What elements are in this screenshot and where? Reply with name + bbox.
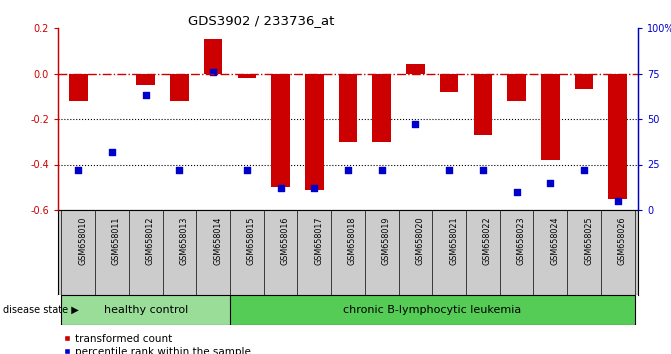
- Text: GSM658024: GSM658024: [550, 217, 560, 265]
- Text: GSM658016: GSM658016: [280, 217, 290, 265]
- Point: [309, 185, 319, 191]
- Text: GSM658025: GSM658025: [584, 217, 593, 266]
- Bar: [69, 74, 87, 101]
- Bar: [507, 74, 526, 101]
- Text: disease state ▶: disease state ▶: [3, 305, 79, 315]
- Text: GSM658010: GSM658010: [79, 217, 87, 265]
- Bar: [406, 64, 425, 74]
- Point: [140, 92, 151, 98]
- Text: GSM658023: GSM658023: [517, 217, 525, 265]
- Bar: [541, 74, 560, 160]
- Bar: [271, 74, 290, 187]
- Bar: [575, 74, 593, 90]
- Text: GSM658013: GSM658013: [179, 217, 189, 265]
- Bar: [230, 295, 635, 325]
- Point: [107, 149, 117, 155]
- Point: [242, 167, 252, 173]
- Bar: [339, 74, 357, 142]
- Legend: transformed count, percentile rank within the sample: transformed count, percentile rank withi…: [63, 334, 250, 354]
- Bar: [204, 39, 222, 74]
- Point: [343, 167, 354, 173]
- Text: GSM658020: GSM658020: [415, 217, 425, 265]
- Text: GSM658026: GSM658026: [618, 217, 627, 265]
- Bar: [238, 74, 256, 78]
- Bar: [609, 74, 627, 199]
- Text: GSM658015: GSM658015: [247, 217, 256, 265]
- Bar: [305, 74, 323, 189]
- Text: GSM658012: GSM658012: [146, 217, 155, 265]
- Bar: [440, 74, 458, 92]
- Point: [511, 189, 522, 195]
- Point: [73, 167, 84, 173]
- Text: GSM658017: GSM658017: [314, 217, 323, 265]
- Point: [613, 198, 623, 204]
- Text: healthy control: healthy control: [103, 305, 188, 315]
- Text: GSM658019: GSM658019: [382, 217, 391, 265]
- Bar: [372, 74, 391, 142]
- Point: [410, 122, 421, 127]
- Point: [578, 167, 589, 173]
- Point: [275, 185, 286, 191]
- Bar: [170, 74, 189, 101]
- Point: [208, 69, 219, 74]
- Title: GDS3902 / 233736_at: GDS3902 / 233736_at: [188, 14, 334, 27]
- Bar: [136, 74, 155, 85]
- Point: [478, 167, 488, 173]
- Bar: [61, 295, 230, 325]
- Text: GSM658014: GSM658014: [213, 217, 222, 265]
- Point: [444, 167, 454, 173]
- Text: GSM658022: GSM658022: [483, 217, 492, 266]
- Text: GSM658011: GSM658011: [112, 217, 121, 265]
- Text: GSM658018: GSM658018: [348, 217, 357, 265]
- Bar: [474, 74, 492, 135]
- Point: [545, 180, 556, 185]
- Text: GSM658021: GSM658021: [449, 217, 458, 265]
- Point: [174, 167, 185, 173]
- Point: [376, 167, 387, 173]
- Text: chronic B-lymphocytic leukemia: chronic B-lymphocytic leukemia: [343, 305, 521, 315]
